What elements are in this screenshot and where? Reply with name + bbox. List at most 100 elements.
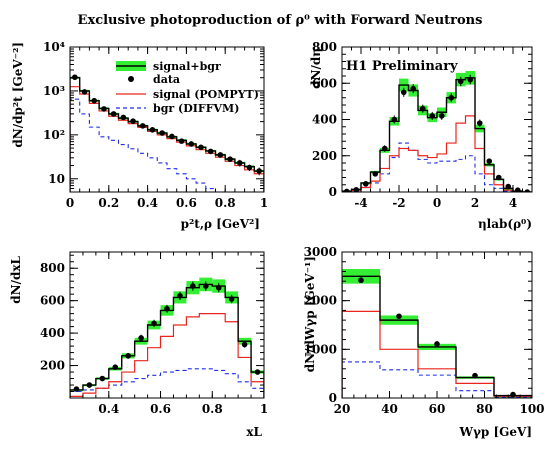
w-data-point [510, 391, 516, 398]
w-x-axis-label: Wγp [GeV] [458, 425, 532, 439]
xl-x-tick-label: 0.4 [98, 402, 119, 416]
eta-data-point [429, 113, 436, 119]
xl-plot-layer: 0.4 0.6 0.8 1 200 400 600 800 [40, 251, 268, 416]
xl-frame [69, 251, 265, 399]
pt2-data-point [139, 123, 146, 129]
xl-data-point [203, 283, 209, 289]
xl-series-group [70, 277, 264, 398]
pt2-data-point [120, 114, 127, 121]
eta-data-point [476, 120, 483, 126]
xl-data-point [215, 284, 222, 291]
w-total-series [342, 275, 532, 398]
xl-data-point [112, 364, 119, 370]
w-x-tick-label: 20 [334, 402, 351, 416]
pt2-data-point [227, 156, 233, 162]
xl-data-point [241, 341, 248, 348]
xl-signal-series [70, 313, 264, 398]
pt2-total-series [70, 77, 264, 192]
eta-x-tick-label: 0 [433, 196, 441, 210]
eta-series-group [342, 70, 532, 192]
xl-data-point [190, 283, 196, 289]
pt2-x-tick-label: 0 [66, 196, 74, 210]
xl-y-tick-label: 400 [40, 326, 65, 340]
legend-label-signal: signal (POMPYT) [153, 88, 259, 101]
eta-data-point [495, 174, 502, 181]
eta-total-series [342, 77, 532, 192]
eta-data-point [505, 183, 512, 190]
xl-x-tick-label: 0.6 [150, 402, 171, 416]
pt2-data-point [188, 141, 195, 147]
eta-x-tick-label: 4 [509, 196, 517, 210]
eta-data-point [457, 78, 464, 85]
xl-data-point [125, 353, 131, 359]
xl-y-tick-label: 800 [40, 261, 65, 275]
xl-data-point [151, 320, 157, 327]
legend-label-signal-bgr: signal+bgr [153, 60, 221, 73]
eta-data-point [467, 76, 474, 83]
eta-data-point [391, 116, 398, 123]
panel-xl: 0.4 0.6 0.8 1 200 400 600 800 xL dN/dxL [9, 251, 268, 439]
figure-title: Exclusive photoproduction of ρ⁰ with For… [78, 13, 483, 28]
w-data-point [434, 341, 440, 347]
xl-data-point [254, 369, 261, 375]
pt2-data-point [217, 152, 224, 158]
xl-data-point [73, 386, 80, 392]
eta-y-tick-label: 600 [312, 76, 337, 90]
xl-bgr-series [70, 368, 264, 398]
pt2-data-point [169, 133, 175, 140]
pt2-y-tick-label: 10³ [43, 84, 65, 98]
w-x-tick-label: 80 [476, 402, 493, 416]
eta-data-point [400, 89, 407, 96]
pt2-data-point [256, 168, 262, 174]
pt2-data-point [198, 144, 204, 151]
pt2-data-point [236, 160, 243, 166]
eta-x-tick-label: -4 [354, 196, 367, 210]
w-y-tick-label: 1000 [304, 342, 337, 356]
w-y-tick-label: 0 [329, 391, 337, 405]
pt2-x-tick-label: 0.4 [137, 196, 158, 210]
pt2-data-point [91, 97, 98, 104]
eta-x-tick-label: -2 [392, 196, 405, 210]
xl-data-point [86, 382, 93, 388]
pt2-data-point [178, 138, 185, 144]
eta-y-tick-label: 200 [312, 149, 337, 163]
eta-data-point [343, 188, 350, 192]
eta-data-point [514, 187, 521, 192]
pt2-data-point [159, 130, 165, 136]
pt2-y-tick-label: 10⁴ [43, 40, 65, 54]
pt2-series-group [70, 74, 264, 192]
pt2-x-axis-label: p²t,ρ [GeV²] [181, 217, 260, 231]
w-data-point [396, 313, 402, 320]
eta-data-point [353, 187, 360, 192]
eta-data-point [419, 105, 426, 112]
eta-data-point [448, 94, 455, 101]
pt2-x-tick-label: 0.2 [98, 196, 119, 210]
xl-x-axis-label: xL [246, 425, 262, 439]
eta-data-point [362, 181, 369, 187]
pt2-x-tick-label: 0.6 [176, 196, 197, 210]
pt2-x-tick-label: 0.8 [215, 196, 236, 210]
pt2-data-point [81, 89, 88, 95]
pt2-data-point [149, 127, 156, 133]
eta-x-axis-label: ηlab(ρ⁰) [478, 217, 532, 231]
pt2-data-point [207, 148, 214, 155]
w-x-tick-label: 100 [519, 402, 544, 416]
w-data-point [358, 277, 364, 284]
pt2-plot-layer: 0 0.2 0.4 0.6 0.8 1 10 10² 10³ 10⁴ [43, 40, 268, 210]
xl-data-point [177, 293, 183, 299]
w-y-tick-label: 2000 [304, 294, 337, 308]
xl-data-point [99, 375, 106, 382]
xl-x-tick-label: 0.8 [202, 402, 223, 416]
w-y-tick-label: 3000 [304, 245, 337, 259]
eta-data-point [410, 85, 417, 92]
eta-data-point [438, 113, 445, 119]
eta-y-tick-label: 400 [312, 113, 337, 127]
w-data-point [472, 372, 478, 379]
xl-y-tick-label: 600 [40, 294, 65, 308]
eta-data-point [381, 145, 388, 152]
xl-y-tick-label: 200 [40, 359, 65, 373]
pt2-y-axis-label: dN/dp²t [GeV⁻²] [11, 42, 25, 148]
pt2-data-point [130, 118, 136, 124]
